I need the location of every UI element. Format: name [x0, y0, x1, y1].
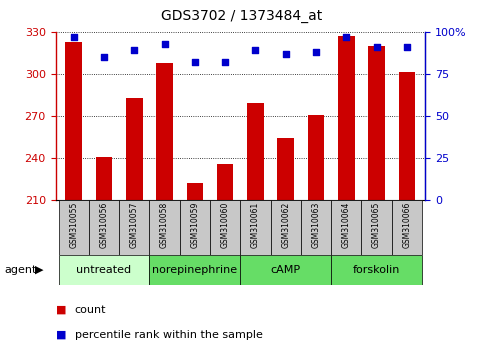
Point: [342, 34, 350, 40]
Bar: [247, 103, 264, 200]
Point: [100, 54, 108, 60]
Text: GSM310064: GSM310064: [342, 202, 351, 248]
Bar: [331, 200, 361, 255]
Text: untreated: untreated: [76, 265, 131, 275]
Bar: [301, 200, 331, 255]
Text: norepinephrine: norepinephrine: [152, 265, 238, 275]
Bar: [368, 46, 385, 200]
Point: [373, 44, 381, 50]
Text: GSM310066: GSM310066: [402, 202, 412, 248]
Bar: [58, 255, 149, 285]
Point: [252, 47, 259, 53]
Text: GSM310056: GSM310056: [99, 202, 109, 248]
Text: GSM310059: GSM310059: [190, 202, 199, 248]
Text: ■: ■: [56, 330, 66, 339]
Text: GSM310063: GSM310063: [312, 202, 321, 248]
Point: [70, 34, 78, 40]
Point: [403, 44, 411, 50]
Bar: [89, 200, 119, 255]
Text: cAMP: cAMP: [270, 265, 301, 275]
Text: GSM310058: GSM310058: [160, 202, 169, 248]
Bar: [119, 200, 149, 255]
Text: count: count: [75, 305, 106, 315]
Text: GDS3702 / 1373484_at: GDS3702 / 1373484_at: [161, 9, 322, 23]
Text: ▶: ▶: [35, 265, 43, 275]
Point: [312, 49, 320, 55]
Bar: [58, 200, 89, 255]
Text: GSM310057: GSM310057: [130, 202, 139, 248]
Bar: [156, 63, 173, 200]
Bar: [65, 42, 82, 200]
Point: [282, 51, 290, 57]
Bar: [241, 255, 331, 285]
Bar: [149, 255, 241, 285]
Bar: [180, 200, 210, 255]
Bar: [277, 138, 294, 200]
Bar: [241, 200, 270, 255]
Bar: [149, 200, 180, 255]
Text: ■: ■: [56, 305, 66, 315]
Point: [130, 47, 138, 53]
Text: GSM310055: GSM310055: [69, 202, 78, 248]
Text: GSM310065: GSM310065: [372, 202, 381, 248]
Bar: [210, 200, 241, 255]
Text: GSM310062: GSM310062: [281, 202, 290, 248]
Bar: [338, 36, 355, 200]
Point: [221, 59, 229, 65]
Bar: [308, 115, 325, 200]
Bar: [217, 164, 233, 200]
Bar: [186, 183, 203, 200]
Bar: [96, 156, 113, 200]
Bar: [126, 98, 142, 200]
Text: agent: agent: [5, 265, 37, 275]
Text: percentile rank within the sample: percentile rank within the sample: [75, 330, 263, 339]
Text: GSM310060: GSM310060: [221, 202, 229, 248]
Bar: [361, 200, 392, 255]
Text: GSM310061: GSM310061: [251, 202, 260, 248]
Bar: [270, 200, 301, 255]
Bar: [392, 200, 422, 255]
Text: forskolin: forskolin: [353, 265, 400, 275]
Bar: [331, 255, 422, 285]
Point: [191, 59, 199, 65]
Bar: [398, 73, 415, 200]
Point: [161, 41, 169, 46]
